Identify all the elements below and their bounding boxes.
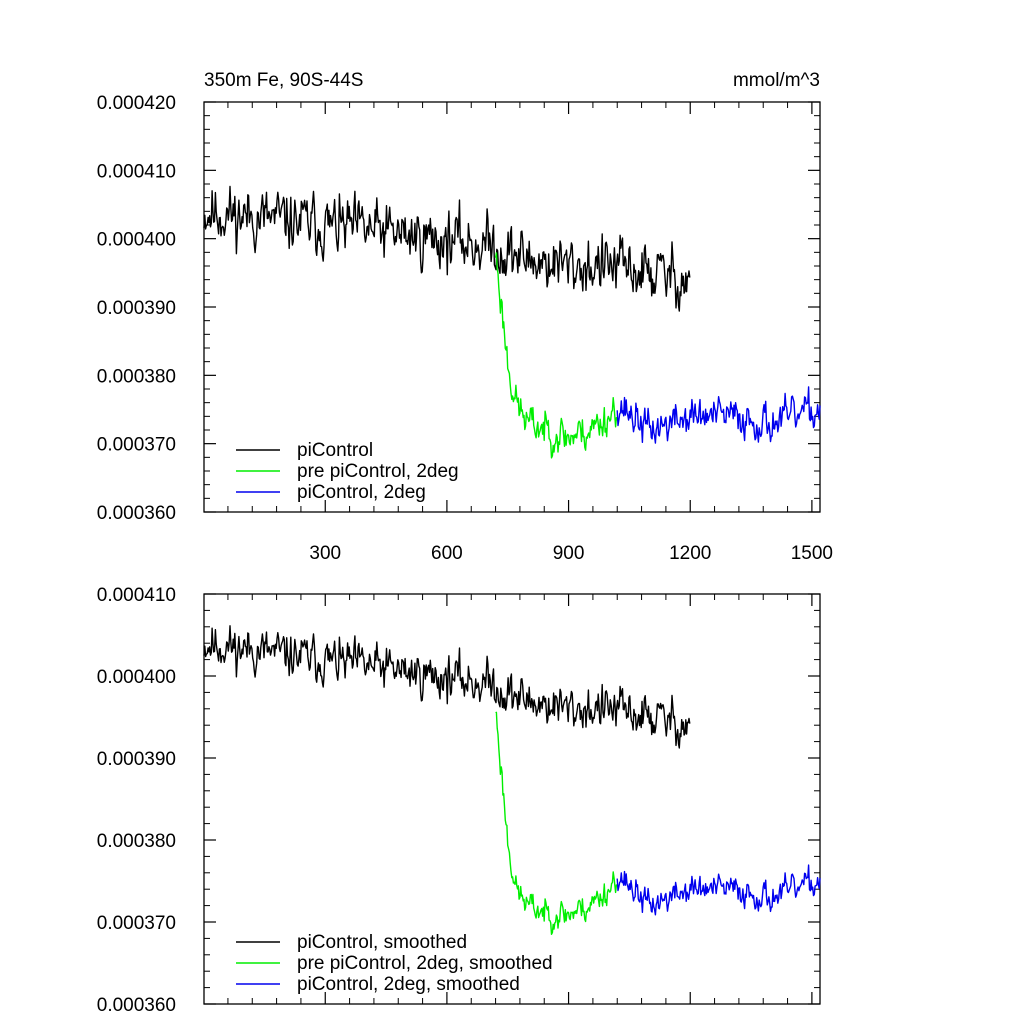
y-tick-label: 0.000370: [97, 435, 176, 456]
y-tick-label: 0.000410: [97, 161, 176, 182]
y-axis: 0.000360 0.000370 0.000380 0.000390 0.000400…: [97, 93, 820, 524]
y-tick-label: 0.000380: [97, 366, 176, 387]
x-tick-label: 600: [431, 543, 463, 564]
series-group: [203, 625, 821, 935]
plot-frame: [203, 593, 821, 1005]
bottom-panel: 0.000360 0.000370 0.000380 0.000390 0.000400…: [97, 585, 821, 1016]
x-tick-label: 900: [553, 543, 585, 564]
series-group: [203, 185, 821, 459]
y-tick-label: 0.000390: [97, 298, 176, 319]
legend-label: piControl, smoothed: [297, 932, 467, 953]
legend-label: piControl, 2deg: [297, 482, 426, 503]
y-axis: 0.000360 0.000370 0.000380 0.000390 0.000400…: [97, 585, 820, 1016]
x-tick-label: 300: [309, 543, 341, 564]
chart-title: 350m Fe, 90S-44S: [204, 70, 363, 91]
legend-label: pre piControl, 2deg, smoothed: [297, 953, 553, 974]
series-line: [616, 864, 821, 916]
series-line: [203, 625, 691, 749]
series-line: [616, 386, 821, 444]
y-tick-label: 0.000370: [97, 913, 176, 934]
x-axis: 300 600 900 1200 1500: [227, 102, 833, 564]
y-tick-label: 0.000400: [97, 667, 176, 688]
series-line: [203, 185, 691, 312]
y-tick-label: 0.000360: [97, 995, 176, 1016]
y-tick-label: 0.000420: [97, 93, 176, 114]
x-axis: [227, 594, 813, 1004]
y-tick-label: 0.000400: [97, 230, 176, 251]
y-tick-label: 0.000390: [97, 749, 176, 770]
x-tick-label: 1500: [791, 543, 833, 564]
legend-label: piControl: [297, 440, 373, 461]
series-line: [494, 252, 618, 459]
y-tick-label: 0.000410: [97, 585, 176, 606]
x-tick-label: 1200: [669, 543, 711, 564]
y-tick-label: 0.000380: [97, 831, 176, 852]
y-tick-label: 0.000360: [97, 503, 176, 524]
top-panel: 350m Fe, 90S-44S mmol/m^3 0.0003600.0003…: [97, 70, 833, 564]
series-line: [495, 711, 618, 935]
units-label: mmol/m^3: [733, 70, 820, 91]
legend-label: piControl, 2deg, smoothed: [297, 974, 520, 995]
legend-label: pre piControl, 2deg: [297, 461, 459, 482]
